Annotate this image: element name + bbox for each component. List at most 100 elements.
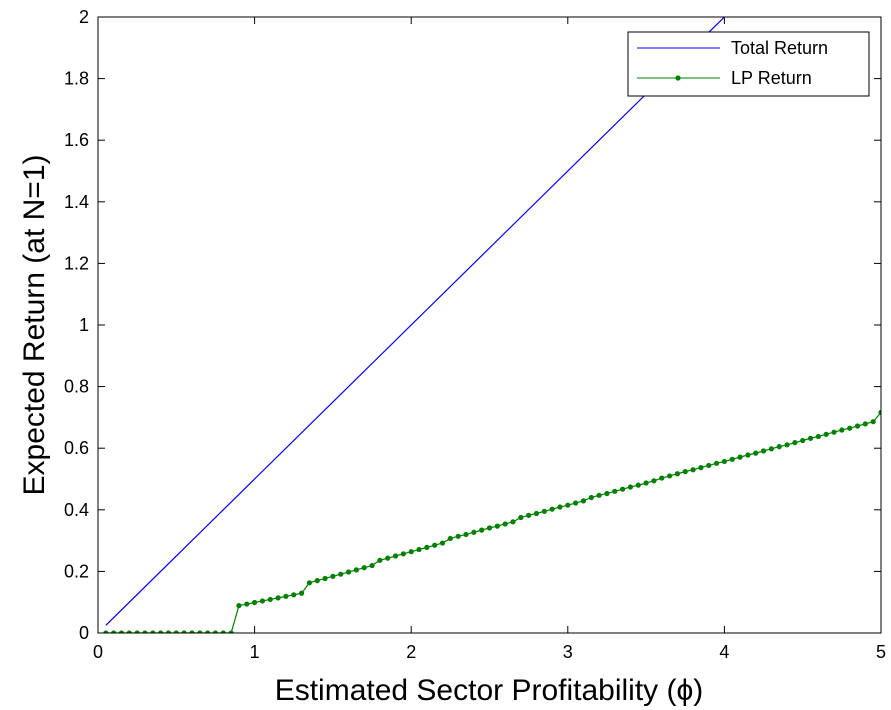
series-lp-return-point bbox=[486, 525, 493, 531]
series-layer bbox=[103, 17, 881, 633]
series-lp-return-point bbox=[267, 596, 273, 603]
series-lp-return-point bbox=[126, 630, 132, 633]
series-lp-return-point bbox=[118, 630, 125, 633]
series-lp-return-point bbox=[620, 486, 626, 492]
series-lp-return-point bbox=[526, 512, 532, 518]
series-lp-return-point bbox=[604, 490, 610, 497]
y-tick-label: 0 bbox=[79, 623, 89, 643]
x-tick-label: 0 bbox=[93, 642, 103, 662]
legend: Total Return LP Return bbox=[627, 31, 870, 97]
series-lp-return-point bbox=[447, 535, 453, 542]
x-tick-label: 3 bbox=[563, 642, 573, 662]
series-lp-return-point bbox=[549, 506, 555, 512]
series-lp-return-point bbox=[228, 630, 234, 633]
series-lp-return-point bbox=[392, 553, 399, 559]
series-lp-return-point bbox=[666, 473, 673, 479]
series-lp-return-point bbox=[510, 519, 516, 525]
series-lp-return-point bbox=[612, 488, 618, 494]
series-lp-return-point bbox=[682, 469, 688, 475]
series-lp-return-point bbox=[306, 580, 313, 586]
series-lp-return-point bbox=[784, 442, 790, 448]
x-tick-label: 4 bbox=[719, 642, 729, 662]
series-lp-return-point bbox=[753, 450, 759, 456]
legend-label-total-return: Total Return bbox=[731, 38, 828, 58]
series-lp-return-point bbox=[150, 630, 156, 633]
y-tick-label: 0.4 bbox=[64, 500, 89, 520]
series-lp-return-point bbox=[205, 630, 211, 633]
series-lp-return-point bbox=[471, 529, 477, 535]
series-lp-return-point bbox=[479, 527, 485, 533]
series-lp-return-point bbox=[721, 458, 728, 465]
series-lp-return-point bbox=[197, 630, 203, 633]
series-lp-return-line bbox=[105, 412, 881, 633]
series-lp-return-point bbox=[377, 557, 383, 563]
y-tick-label: 1.8 bbox=[64, 69, 89, 89]
series-lp-return-point bbox=[878, 409, 881, 416]
series-lp-return-point bbox=[706, 462, 712, 469]
series-lp-return-point bbox=[533, 510, 540, 517]
series-lp-return-point bbox=[823, 431, 829, 437]
series-lp-return-point bbox=[181, 630, 187, 633]
series-lp-return-point bbox=[338, 571, 344, 577]
y-tick-label: 1.6 bbox=[64, 130, 89, 150]
series-lp-return-point bbox=[283, 593, 289, 599]
series-lp-return-point bbox=[369, 562, 375, 569]
series-lp-return-point bbox=[252, 599, 258, 606]
x-axis: 0 1 2 3 4 5 bbox=[93, 17, 886, 662]
series-lp-return-point bbox=[635, 482, 641, 488]
series-total-return-line bbox=[105, 17, 726, 626]
series-lp-return-point bbox=[643, 480, 649, 486]
series-lp-return-point bbox=[385, 555, 391, 561]
series-lp-return-point bbox=[189, 630, 195, 633]
y-tick-label: 1.2 bbox=[64, 253, 89, 273]
series-lp-return-point bbox=[330, 573, 336, 579]
series-lp-return-point bbox=[322, 575, 328, 582]
series-lp-return-point bbox=[432, 542, 438, 548]
series-lp-return-point bbox=[870, 419, 876, 425]
series-lp-return-point bbox=[111, 630, 117, 633]
series-lp-return-point bbox=[173, 630, 179, 633]
y-tick-label: 1.4 bbox=[64, 192, 89, 212]
series-lp-return-point bbox=[463, 531, 469, 538]
series-lp-return-point bbox=[494, 523, 500, 529]
series-lp-return-point bbox=[220, 630, 226, 633]
y-tick-label: 0.8 bbox=[64, 377, 89, 397]
series-lp-return-point bbox=[134, 630, 140, 633]
plot-background bbox=[98, 17, 881, 633]
series-lp-return-point bbox=[345, 569, 352, 575]
series-lp-return-point bbox=[713, 460, 720, 466]
series-lp-return-point bbox=[103, 630, 109, 633]
series-lp-return-point bbox=[627, 484, 634, 490]
series-lp-return-point bbox=[745, 452, 751, 458]
series-lp-return-point bbox=[807, 435, 814, 441]
series-lp-return-point bbox=[698, 465, 704, 471]
series-lp-return-point bbox=[518, 514, 524, 521]
series-lp-return-point bbox=[408, 549, 414, 555]
series-lp-return-point bbox=[580, 498, 587, 504]
series-lp-return-point bbox=[275, 595, 281, 601]
y-tick-label: 0.2 bbox=[64, 561, 89, 581]
series-lp-return-point bbox=[760, 448, 767, 454]
x-tick-label: 2 bbox=[406, 642, 416, 662]
series-lp-return-point bbox=[259, 598, 266, 604]
legend-marker-lp-return bbox=[675, 75, 681, 81]
series-lp-return-point bbox=[353, 567, 359, 573]
series-lp-return-point bbox=[596, 492, 602, 498]
series-lp-return-point bbox=[800, 437, 806, 444]
series-lp-return-point bbox=[839, 427, 845, 433]
series-lp-return-point bbox=[416, 546, 422, 553]
series-lp-return-point bbox=[557, 504, 563, 510]
series-lp-return-point bbox=[565, 502, 571, 508]
series-lp-return-point bbox=[674, 471, 681, 477]
series-lp-return-point bbox=[541, 508, 547, 514]
y-axis-title: Expected Return (at N=1) bbox=[18, 154, 51, 495]
series-lp-return-point bbox=[361, 565, 367, 571]
series-lp-return-point bbox=[831, 429, 837, 435]
series-lp-return-point bbox=[792, 440, 798, 446]
y-axis: 0 0.2 0.4 0.6 0.8 1 1.2 1.4 1.6 1.8 2 bbox=[64, 7, 881, 643]
series-lp-return-point bbox=[455, 533, 461, 539]
series-lp-return-point bbox=[729, 456, 735, 462]
y-tick-label: 1 bbox=[79, 315, 89, 335]
